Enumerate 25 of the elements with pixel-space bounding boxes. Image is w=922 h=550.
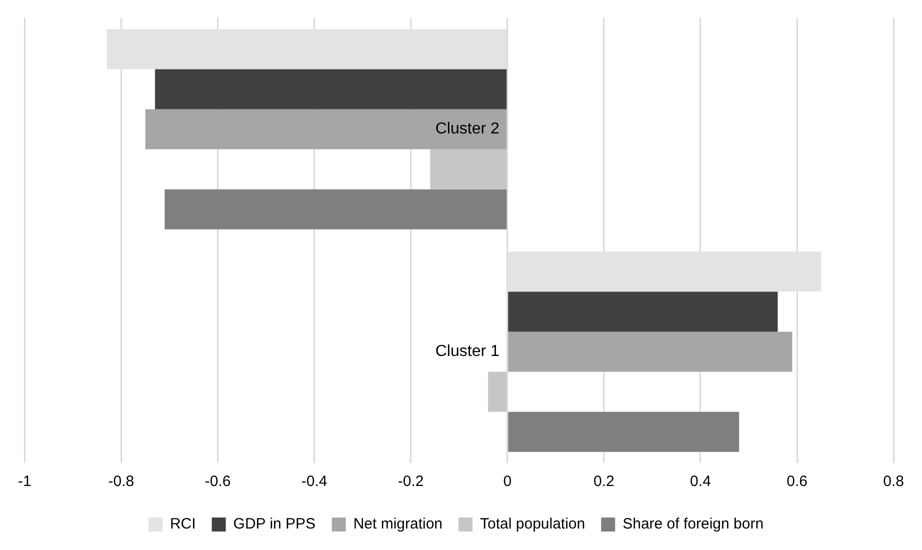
x-tick-label: 0.6 — [786, 473, 808, 490]
x-tick-label: -0.8 — [108, 473, 134, 490]
x-tick-label: -1 — [18, 473, 32, 490]
legend-label: GDP in PPS — [233, 516, 316, 533]
bar — [430, 149, 507, 190]
y-tick-label: Cluster 1 — [435, 343, 500, 360]
bar — [164, 189, 507, 230]
x-tick-label: 0.8 — [883, 473, 904, 490]
legend-label: Share of foreign born — [622, 516, 764, 533]
bar — [155, 69, 507, 110]
legend-label: Net migration — [353, 516, 443, 533]
bar — [488, 372, 507, 412]
bar — [508, 332, 792, 372]
x-tick-label: -0.2 — [398, 473, 424, 490]
x-tick-label: -0.4 — [301, 473, 328, 490]
legend-label: Total population — [480, 516, 586, 533]
y-tick-label: Cluster 2 — [435, 120, 500, 138]
bar — [508, 292, 778, 332]
x-tick-label: 0 — [503, 473, 512, 490]
x-tick-label: 0.4 — [690, 473, 711, 490]
x-tick-label: -0.6 — [204, 473, 231, 490]
legend-label: RCI — [170, 516, 196, 533]
bar — [145, 109, 507, 150]
bar — [508, 412, 740, 452]
x-tick-label: 0.2 — [594, 473, 614, 490]
